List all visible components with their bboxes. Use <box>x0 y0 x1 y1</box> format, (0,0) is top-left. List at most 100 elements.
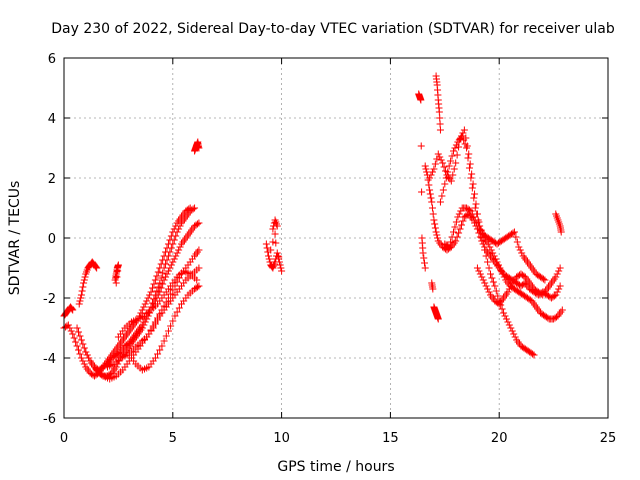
series-arc-7 <box>125 282 203 374</box>
data-point <box>447 177 455 185</box>
data-point <box>426 186 434 194</box>
data-point <box>460 136 468 144</box>
data-point <box>428 198 436 206</box>
data-point <box>472 200 480 208</box>
data-point <box>508 327 516 335</box>
y-tick-label: 6 <box>48 52 56 67</box>
data-point <box>277 264 285 272</box>
data-point <box>137 309 145 317</box>
data-point <box>491 282 499 290</box>
data-point <box>275 258 283 266</box>
data-point <box>475 267 483 275</box>
series-arc-4 <box>93 246 203 383</box>
data-point <box>151 276 159 284</box>
data-point <box>80 276 88 284</box>
data-point <box>276 261 284 269</box>
data-point <box>156 288 164 296</box>
series-arc-9 <box>75 258 101 308</box>
data-point <box>278 267 286 275</box>
data-point <box>146 309 154 317</box>
data-point <box>67 327 75 335</box>
data-point <box>73 342 81 350</box>
data-point <box>417 142 425 150</box>
data-point <box>159 280 167 288</box>
data-point <box>555 267 563 275</box>
data-point <box>154 316 162 324</box>
series-arc-10 <box>111 261 122 287</box>
data-point <box>162 248 170 256</box>
data-point <box>429 210 437 218</box>
data-point <box>452 159 460 167</box>
data-point <box>467 207 475 215</box>
data-point <box>146 291 154 299</box>
data-point <box>114 261 122 269</box>
x-axis-label: GPS time / hours <box>277 459 394 475</box>
data-point <box>471 190 479 198</box>
data-point <box>494 299 502 307</box>
data-point <box>164 240 172 248</box>
data-point <box>273 249 281 257</box>
data-point <box>79 340 87 348</box>
data-point <box>160 337 168 345</box>
data-point <box>80 344 88 352</box>
data-point <box>138 306 146 314</box>
data-point <box>151 320 159 328</box>
data-point <box>507 282 515 290</box>
data-point <box>498 305 506 313</box>
series-arc-8 <box>60 303 77 320</box>
data-point <box>420 259 428 267</box>
data-point <box>76 297 84 305</box>
data-point <box>452 237 460 245</box>
y-tick-label: 4 <box>48 112 56 127</box>
data-point <box>93 264 101 272</box>
data-point <box>172 252 180 260</box>
data-point <box>98 364 106 372</box>
data-point <box>421 264 429 272</box>
data-point <box>520 280 528 288</box>
data-point <box>156 279 164 287</box>
data-point <box>138 324 146 332</box>
x-tick-label: 25 <box>600 431 617 446</box>
data-point <box>171 312 179 320</box>
data-point <box>157 284 165 292</box>
data-point <box>262 240 270 248</box>
data-point <box>501 312 509 320</box>
data-point <box>442 174 450 182</box>
data-point <box>80 360 88 368</box>
data-point <box>75 346 83 354</box>
data-point <box>150 280 158 288</box>
data-point <box>195 282 203 290</box>
data-point <box>428 204 436 212</box>
data-point <box>513 238 521 246</box>
data-point <box>81 273 89 281</box>
data-point <box>76 332 84 340</box>
data-point <box>85 354 93 362</box>
data-point <box>468 184 476 192</box>
data-point <box>450 228 458 236</box>
data-point <box>169 258 177 266</box>
data-point <box>438 192 446 200</box>
data-point <box>470 213 478 221</box>
data-point <box>452 218 460 226</box>
data-point <box>502 315 510 323</box>
data-point <box>485 264 493 272</box>
series-arc-11 <box>191 138 203 155</box>
data-point <box>468 210 476 218</box>
data-point <box>447 238 455 246</box>
data-point <box>434 150 442 158</box>
data-point <box>154 350 162 358</box>
series-arc-21 <box>428 279 437 293</box>
data-point <box>77 336 85 344</box>
data-point <box>143 297 151 305</box>
data-point <box>75 300 83 308</box>
data-point <box>553 270 561 278</box>
data-point <box>493 258 501 266</box>
data-point <box>436 153 444 161</box>
data-point <box>555 285 563 293</box>
data-point <box>272 239 280 247</box>
data-point <box>82 348 90 356</box>
data-point <box>167 322 175 330</box>
data-point <box>429 285 437 293</box>
data-point <box>154 268 162 276</box>
